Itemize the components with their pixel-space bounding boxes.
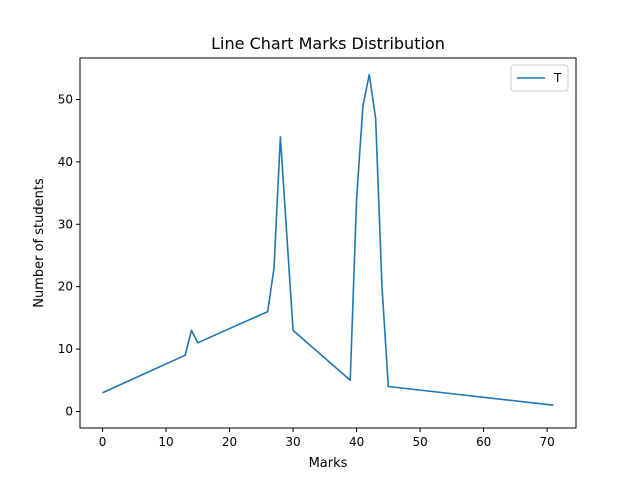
x-tick-label: 30 [285,435,300,449]
x-tick-label: 40 [349,435,364,449]
y-tick-label: 10 [58,342,73,356]
y-tick-label: 30 [58,217,73,231]
series-line-t [102,73,554,407]
chart-title: Line Chart Marks Distribution [211,34,445,53]
y-tick-label: 50 [58,92,73,106]
x-tick-label: 50 [412,435,427,449]
x-tick-label: 60 [476,435,491,449]
legend-label: T [553,71,562,85]
x-tick-label: 20 [222,435,237,449]
plot-area [102,73,554,407]
y-axis-label: Number of students [32,178,47,308]
x-tick-label: 10 [158,435,173,449]
x-tick-label: 0 [99,435,107,449]
x-axis-label: Marks [309,456,348,471]
y-tick-label: 40 [58,155,73,169]
y-axis: 0 10 20 30 40 50 [58,92,80,418]
y-tick-label: 20 [58,280,73,294]
legend: T [510,64,569,92]
x-axis: 0 10 20 30 40 50 60 70 [99,428,555,449]
x-tick-label: 70 [539,435,554,449]
y-tick-label: 0 [65,404,73,418]
plot-frame [79,57,577,429]
